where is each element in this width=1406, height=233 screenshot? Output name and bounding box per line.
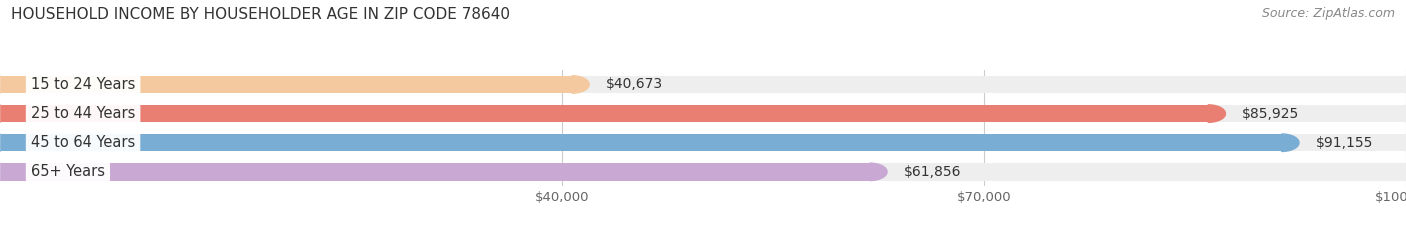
- Bar: [0, 105, 1208, 122]
- Text: 15 to 24 Years: 15 to 24 Years: [31, 77, 135, 92]
- Text: $40,673: $40,673: [606, 77, 664, 92]
- Text: 25 to 44 Years: 25 to 44 Years: [31, 106, 135, 121]
- Bar: [0, 163, 1406, 181]
- Text: 45 to 64 Years: 45 to 64 Years: [31, 135, 135, 150]
- Text: $61,856: $61,856: [904, 165, 962, 179]
- Polygon shape: [1282, 134, 1299, 151]
- Polygon shape: [1208, 105, 1226, 122]
- Bar: [0, 134, 1282, 151]
- Text: $85,925: $85,925: [1243, 106, 1299, 121]
- Bar: [0, 134, 1406, 151]
- Bar: [0, 76, 572, 93]
- Text: $91,155: $91,155: [1316, 136, 1374, 150]
- Polygon shape: [870, 163, 887, 181]
- Polygon shape: [572, 76, 589, 93]
- Text: HOUSEHOLD INCOME BY HOUSEHOLDER AGE IN ZIP CODE 78640: HOUSEHOLD INCOME BY HOUSEHOLDER AGE IN Z…: [11, 7, 510, 22]
- Text: 65+ Years: 65+ Years: [31, 164, 105, 179]
- Bar: [0, 76, 1406, 93]
- Text: Source: ZipAtlas.com: Source: ZipAtlas.com: [1261, 7, 1395, 20]
- Bar: [0, 105, 1406, 122]
- Bar: [0, 163, 870, 181]
